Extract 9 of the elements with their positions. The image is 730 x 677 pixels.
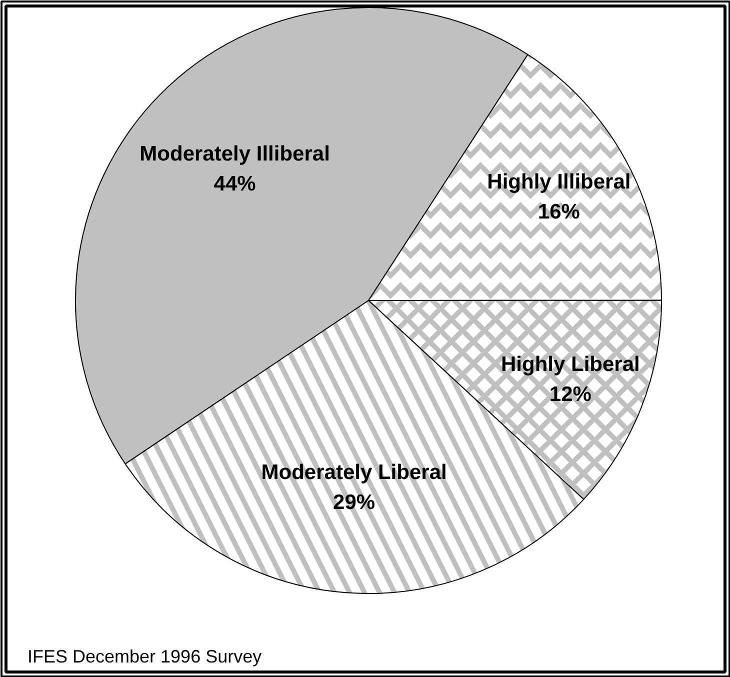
slice-label: Moderately Liberal bbox=[261, 460, 447, 484]
data-label: 44% bbox=[214, 172, 256, 196]
text: IFES December 1996 Survey bbox=[28, 646, 262, 666]
data-label: 29% bbox=[333, 490, 376, 514]
data-label: 12% bbox=[549, 382, 592, 406]
data-label: 16% bbox=[538, 200, 580, 224]
slice-label: Highly Illiberal bbox=[487, 170, 631, 194]
slice-label: Moderately Illiberal bbox=[140, 142, 330, 166]
slice-label: Highly Liberal bbox=[501, 352, 640, 376]
